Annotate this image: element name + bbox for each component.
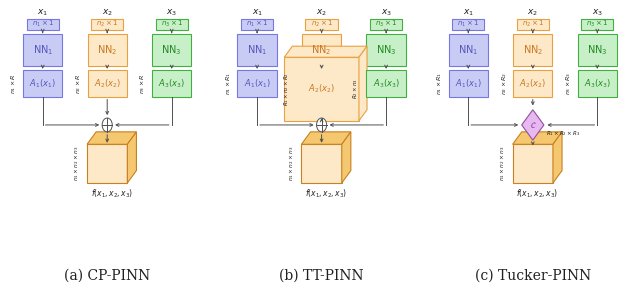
Text: $\mathrm{NN}_1$: $\mathrm{NN}_1$ — [33, 44, 53, 57]
FancyBboxPatch shape — [305, 18, 338, 29]
Polygon shape — [127, 132, 136, 183]
Text: $\mathrm{NN}_2$: $\mathrm{NN}_2$ — [523, 44, 543, 57]
Text: (a) CP-PINN: (a) CP-PINN — [64, 269, 150, 282]
Polygon shape — [301, 144, 342, 183]
FancyBboxPatch shape — [88, 70, 127, 97]
Text: $n_3 \times 1$: $n_3 \times 1$ — [161, 19, 183, 29]
Text: $n_1\times n_2\times n_3$: $n_1\times n_2\times n_3$ — [72, 146, 81, 181]
Text: $A_2(x_2)$: $A_2(x_2)$ — [519, 77, 547, 90]
FancyBboxPatch shape — [516, 18, 549, 29]
Text: $A_3(x_3)$: $A_3(x_3)$ — [158, 77, 185, 90]
FancyBboxPatch shape — [23, 70, 62, 97]
Text: $\mathrm{NN}_3$: $\mathrm{NN}_3$ — [376, 44, 396, 57]
Circle shape — [102, 118, 112, 132]
Text: $A_1(x_1)$: $A_1(x_1)$ — [244, 77, 271, 90]
Text: $n_3 \times 1$: $n_3 \times 1$ — [586, 19, 609, 29]
FancyBboxPatch shape — [156, 18, 188, 29]
FancyBboxPatch shape — [452, 18, 484, 29]
FancyBboxPatch shape — [449, 34, 488, 66]
Text: $n_1\times n_2\times n_3$: $n_1\times n_2\times n_3$ — [287, 146, 296, 181]
Text: (c) Tucker-PINN: (c) Tucker-PINN — [475, 269, 591, 282]
Polygon shape — [513, 132, 562, 144]
Text: $\mathrm{NN}_1$: $\mathrm{NN}_1$ — [458, 44, 479, 57]
Text: $n_1 \times 1$: $n_1 \times 1$ — [457, 19, 479, 29]
FancyBboxPatch shape — [513, 34, 552, 66]
Text: $A_3(x_3)$: $A_3(x_3)$ — [584, 77, 611, 90]
FancyBboxPatch shape — [513, 70, 552, 97]
Polygon shape — [553, 132, 562, 183]
Text: $x_3$: $x_3$ — [592, 8, 603, 18]
Text: $n_2 \times 1$: $n_2 \times 1$ — [522, 19, 544, 29]
FancyBboxPatch shape — [26, 18, 59, 29]
Text: $x_2$: $x_2$ — [102, 8, 113, 18]
FancyBboxPatch shape — [237, 34, 276, 66]
Text: $x_2$: $x_2$ — [527, 8, 538, 18]
Text: $x_3$: $x_3$ — [381, 8, 392, 18]
Polygon shape — [301, 132, 351, 144]
Text: $x_3$: $x_3$ — [166, 8, 177, 18]
FancyBboxPatch shape — [152, 34, 191, 66]
Text: $n_1 \times 1$: $n_1 \times 1$ — [31, 19, 54, 29]
Text: $\mathcal{C}$: $\mathcal{C}$ — [529, 120, 536, 130]
Text: $A_2(x_2)$: $A_2(x_2)$ — [93, 77, 121, 90]
Polygon shape — [284, 57, 359, 121]
Text: $n_1\times R_1$: $n_1\times R_1$ — [224, 72, 233, 95]
FancyBboxPatch shape — [241, 18, 273, 29]
Text: $n_1\times R$: $n_1\times R$ — [10, 73, 19, 94]
FancyBboxPatch shape — [367, 70, 406, 97]
Text: $\mathrm{NN}_3$: $\mathrm{NN}_3$ — [587, 44, 607, 57]
FancyBboxPatch shape — [237, 70, 276, 97]
Text: $x_2$: $x_2$ — [316, 8, 327, 18]
FancyBboxPatch shape — [91, 18, 124, 29]
FancyBboxPatch shape — [578, 70, 617, 97]
Text: $A_3(x_3)$: $A_3(x_3)$ — [372, 77, 399, 90]
Text: $n_1\times n_2\times n_3$: $n_1\times n_2\times n_3$ — [498, 146, 507, 181]
FancyBboxPatch shape — [23, 34, 62, 66]
Text: $A_1(x_1)$: $A_1(x_1)$ — [455, 77, 482, 90]
Text: $x_1$: $x_1$ — [463, 8, 474, 18]
Polygon shape — [522, 110, 544, 140]
Text: $n_2 \times 1$: $n_2 \times 1$ — [310, 19, 333, 29]
Circle shape — [317, 118, 326, 132]
FancyBboxPatch shape — [88, 34, 127, 66]
Text: $x_1$: $x_1$ — [37, 8, 48, 18]
Polygon shape — [342, 132, 351, 183]
Text: (b) TT-PINN: (b) TT-PINN — [279, 269, 364, 282]
Polygon shape — [513, 144, 553, 183]
Text: $f(x_1, x_2, x_3)$: $f(x_1, x_2, x_3)$ — [305, 188, 348, 200]
Text: $n_1 \times 1$: $n_1 \times 1$ — [246, 19, 268, 29]
Text: $n_1\times R_1$: $n_1\times R_1$ — [435, 72, 444, 95]
Polygon shape — [87, 144, 127, 183]
FancyBboxPatch shape — [370, 18, 403, 29]
FancyBboxPatch shape — [302, 34, 341, 66]
Text: $R_2\times n_3$: $R_2\times n_3$ — [351, 79, 360, 99]
Polygon shape — [359, 46, 367, 121]
FancyBboxPatch shape — [449, 70, 488, 97]
FancyBboxPatch shape — [367, 34, 406, 66]
Text: $f(x_1, x_2, x_3)$: $f(x_1, x_2, x_3)$ — [516, 188, 559, 200]
Text: $n_2\times R_2$: $n_2\times R_2$ — [500, 72, 509, 95]
Text: $n_2\times R$: $n_2\times R$ — [74, 73, 83, 94]
FancyBboxPatch shape — [152, 70, 191, 97]
Text: $n_3\times R_3$: $n_3\times R_3$ — [564, 72, 573, 95]
FancyBboxPatch shape — [578, 34, 617, 66]
Text: $\mathrm{NN}_1$: $\mathrm{NN}_1$ — [247, 44, 268, 57]
Text: $\mathrm{NN}_3$: $\mathrm{NN}_3$ — [161, 44, 182, 57]
Text: $n_3\times R$: $n_3\times R$ — [138, 73, 147, 94]
Text: $R_1\times n_2\times R_2$: $R_1\times n_2\times R_2$ — [282, 72, 291, 106]
Text: $n_3 \times 1$: $n_3 \times 1$ — [375, 19, 397, 29]
Text: $f(x_1, x_2, x_3)$: $f(x_1, x_2, x_3)$ — [91, 188, 133, 200]
Polygon shape — [284, 46, 367, 57]
Text: $A_1(x_1)$: $A_1(x_1)$ — [29, 77, 56, 90]
Text: $x_1$: $x_1$ — [252, 8, 262, 18]
FancyBboxPatch shape — [581, 18, 614, 29]
Text: $n_2 \times 1$: $n_2 \times 1$ — [96, 19, 118, 29]
Text: $\mathrm{NN}_2$: $\mathrm{NN}_2$ — [97, 44, 117, 57]
Text: $A_2(x_2)$: $A_2(x_2)$ — [308, 83, 335, 95]
Text: $\mathrm{NN}_2$: $\mathrm{NN}_2$ — [312, 44, 332, 57]
Text: $R_1\times R_2\times R_3$: $R_1\times R_2\times R_3$ — [546, 129, 580, 138]
Polygon shape — [87, 132, 136, 144]
